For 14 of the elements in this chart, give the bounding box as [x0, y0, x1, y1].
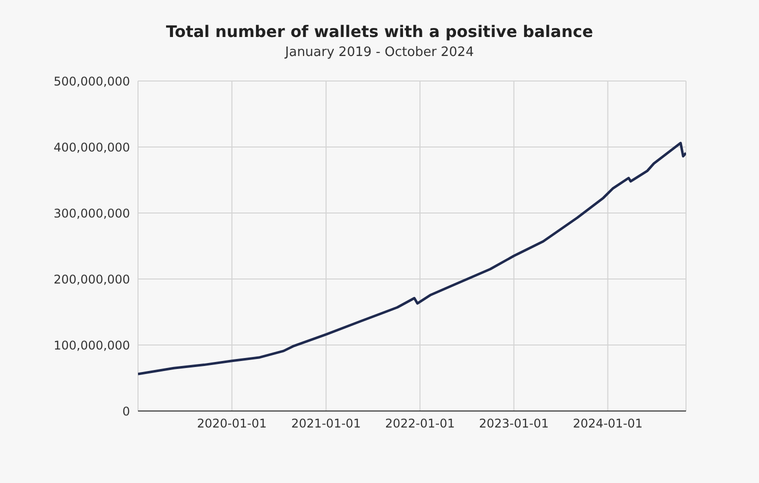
x-tick-label: 2024-01-01: [572, 416, 643, 431]
x-tick-label: 2023-01-01: [479, 416, 549, 431]
x-tick-label: 2021-01-01: [291, 416, 361, 431]
y-tick-label: 500,000,000: [54, 74, 130, 88]
chart-subtitle: January 2019 - October 2024: [284, 45, 475, 60]
y-tick-label: 0: [122, 404, 130, 418]
x-tick-label: 2022-01-01: [385, 416, 455, 431]
y-tick-label: 200,000,000: [54, 272, 130, 286]
chart-title: Total number of wallets with a positive balance: [164, 22, 594, 41]
y-tick-label: 100,000,000: [54, 338, 130, 352]
y-tick-label: 400,000,000: [54, 140, 130, 154]
y-tick-label: 300,000,000: [54, 206, 130, 220]
line-series: [138, 142, 686, 376]
x-tick-label: 2020-01-01: [197, 416, 267, 431]
